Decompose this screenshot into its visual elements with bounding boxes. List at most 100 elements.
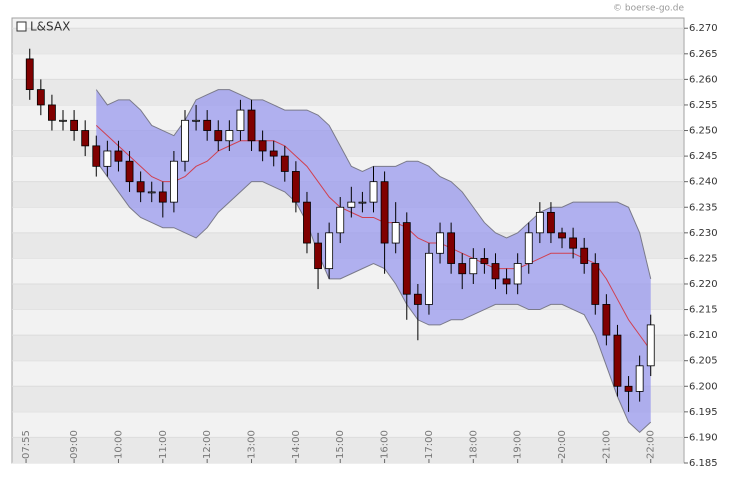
y-tick-label: 6.245 xyxy=(689,151,718,162)
y-tick-label: 6.265 xyxy=(689,49,718,60)
x-tick-label: 15:00 xyxy=(335,430,346,459)
candle-body xyxy=(513,263,522,285)
y-tick-label: 6.260 xyxy=(689,74,718,85)
y-tick-label: 6.195 xyxy=(689,407,718,418)
candle-body xyxy=(314,242,322,270)
upper-line xyxy=(95,89,652,279)
candle-body xyxy=(214,130,223,142)
candle-body xyxy=(413,293,422,305)
candle-body xyxy=(535,211,544,234)
candle-body xyxy=(158,191,167,203)
candle-body xyxy=(436,232,444,254)
candle-body xyxy=(48,104,56,121)
legend-box xyxy=(16,21,27,32)
y-tick-label: 6.185 xyxy=(689,458,718,469)
marks xyxy=(25,48,655,433)
candle-body xyxy=(347,201,356,208)
x-tick-label: 10:00 xyxy=(113,430,124,459)
candle-body xyxy=(125,160,134,183)
y-tick-label: 6.225 xyxy=(689,253,718,264)
candle-body xyxy=(480,258,489,264)
band-fill xyxy=(96,89,651,433)
x-tick-label: 20:00 xyxy=(557,430,568,459)
candle-body xyxy=(336,206,345,234)
candle-body xyxy=(269,150,278,157)
x-tick-label: 21:00 xyxy=(601,430,612,459)
candle-body xyxy=(391,222,400,244)
candle-body xyxy=(635,365,644,392)
candle-body xyxy=(558,232,566,239)
y-tick-label: 6.255 xyxy=(689,100,718,111)
y-tick-label: 6.240 xyxy=(689,177,718,188)
grid-band xyxy=(13,28,683,54)
candle-body xyxy=(380,181,389,244)
candle-body xyxy=(225,130,234,142)
candle-body xyxy=(181,119,189,162)
y-tick-label: 6.250 xyxy=(689,126,718,137)
candle-body xyxy=(580,247,589,264)
candle-body xyxy=(369,181,378,203)
candle-body xyxy=(602,304,611,336)
y-tick-label: 6.205 xyxy=(689,356,718,367)
candle-body xyxy=(81,130,90,147)
candle-body xyxy=(25,58,34,91)
candle-body xyxy=(280,155,289,172)
x-tick-label: 17:00 xyxy=(424,430,435,459)
candle-body xyxy=(524,232,533,264)
y-tick-label: 6.190 xyxy=(689,432,718,443)
candle-body xyxy=(136,181,145,193)
candle-body xyxy=(425,252,433,305)
candle-body xyxy=(646,324,655,367)
candle-body xyxy=(170,160,178,203)
candle-body xyxy=(59,119,67,122)
x-tick-label: 16:00 xyxy=(380,430,391,459)
x-tick-label: 11:00 xyxy=(158,430,169,459)
source: © boerse-go.de xyxy=(613,4,684,14)
candle-body xyxy=(203,119,212,131)
x-tick-label: 22:00 xyxy=(646,430,657,459)
candle-body xyxy=(447,232,456,264)
y-tick-label: 6.220 xyxy=(689,279,718,290)
candle-body xyxy=(502,278,511,285)
candle-body xyxy=(358,201,367,204)
candle-body xyxy=(491,263,500,280)
candle-body xyxy=(258,140,267,152)
candle-body xyxy=(469,258,478,275)
x-tick-label: 14:00 xyxy=(291,430,302,459)
candle-body xyxy=(236,109,245,131)
middle-line xyxy=(95,125,652,351)
x-tick-label: 09:00 xyxy=(69,430,80,459)
grid-band xyxy=(13,335,683,361)
candle-body xyxy=(624,385,633,392)
y-tick-label: 6.270 xyxy=(689,23,718,34)
x-tick-label: 07:55 xyxy=(21,430,32,459)
grid-band xyxy=(13,437,683,463)
candle-body xyxy=(547,211,555,234)
y-tick-label: 6.230 xyxy=(689,228,718,239)
legend-label: L&SAX xyxy=(30,20,70,34)
candle-body xyxy=(591,263,600,305)
candle-body xyxy=(36,89,45,106)
candle-body xyxy=(92,145,101,167)
grid-band xyxy=(13,386,683,412)
x-tick-label: 12:00 xyxy=(202,430,213,459)
candle-body xyxy=(402,222,411,295)
y-tick-label: 6.235 xyxy=(689,202,718,213)
candle-body xyxy=(458,263,467,275)
candle-body xyxy=(192,119,200,122)
candle-body xyxy=(613,334,622,387)
candle-body xyxy=(247,109,256,142)
candle-body xyxy=(147,191,156,194)
grid-band xyxy=(13,79,683,105)
y-tick-label: 6.210 xyxy=(689,330,718,341)
y-tick-label: 6.200 xyxy=(689,381,718,392)
y-tick-label: 6.215 xyxy=(689,305,718,316)
x-tick-label: 18:00 xyxy=(468,430,479,459)
candle-body xyxy=(103,150,112,167)
candle-body xyxy=(325,232,334,270)
candle-body xyxy=(70,119,78,131)
candle-body xyxy=(291,171,300,203)
x-tick-label: 13:00 xyxy=(247,430,258,459)
candle-body xyxy=(569,237,578,249)
